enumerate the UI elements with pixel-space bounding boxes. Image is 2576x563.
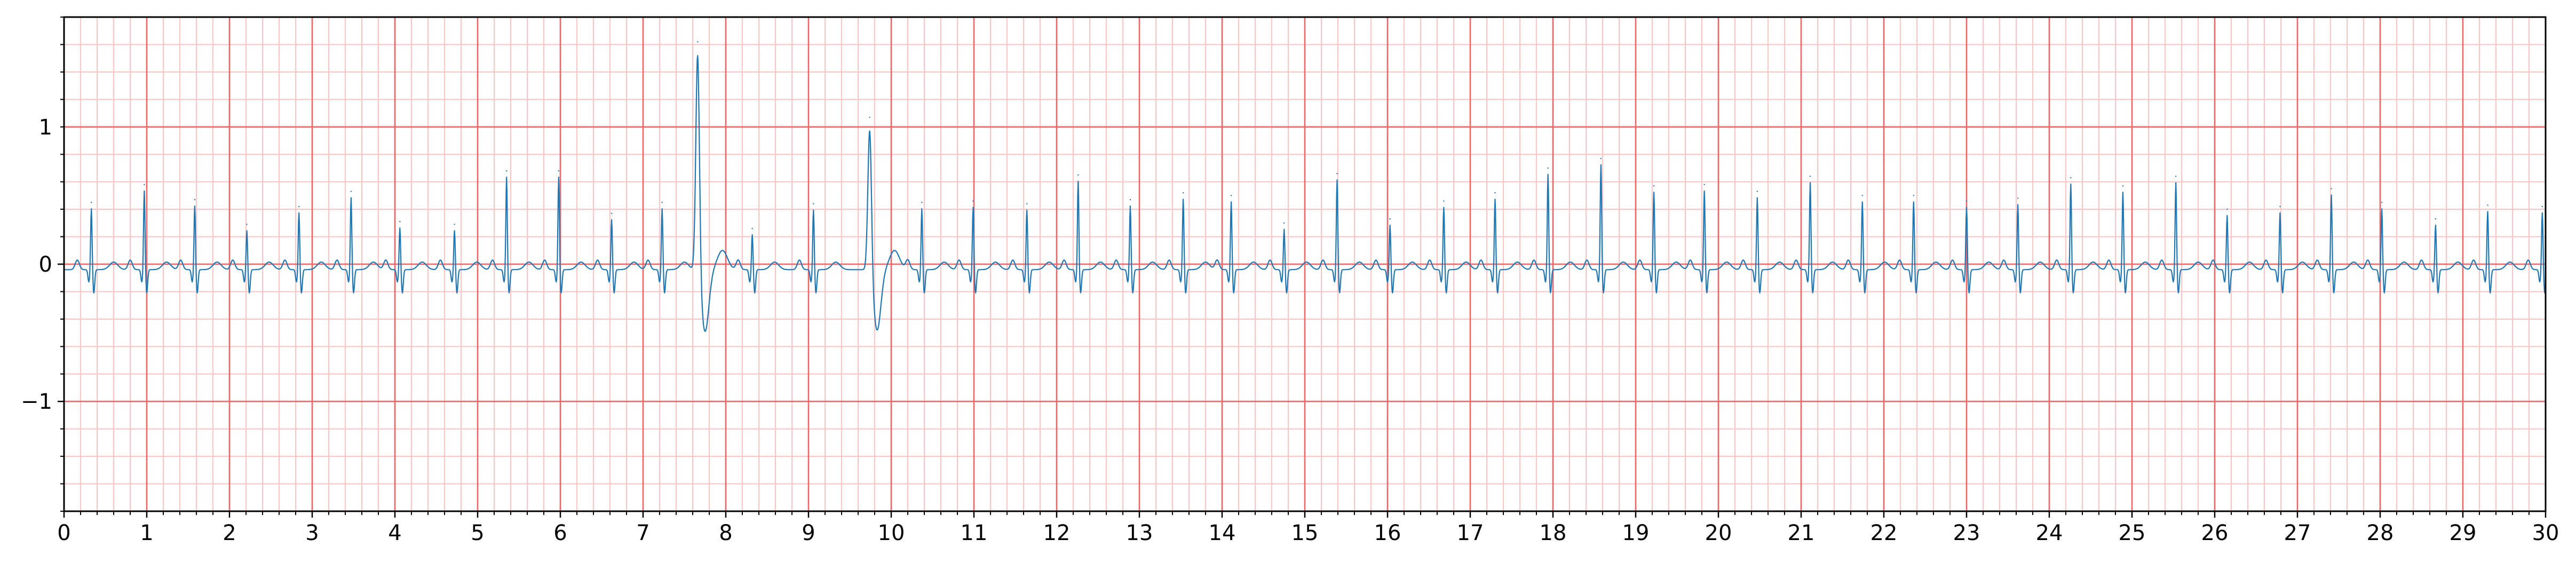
x-tick-label: 2 <box>223 521 236 545</box>
r-peak-point <box>194 199 196 201</box>
x-tick-label: 15 <box>1291 521 1319 545</box>
major-grid <box>63 17 2547 511</box>
x-axis: 0 1 2 3 4 5 6 7 8 9 10 11 12 13 14 15 16 17 18 19 20 21 22 23 24… <box>57 511 2559 545</box>
r-peak-point <box>1494 192 1496 194</box>
r-peak-point <box>454 224 455 225</box>
r-peak-point <box>2381 202 2383 203</box>
r-peak-point <box>2070 177 2072 179</box>
r-peak-point <box>2331 188 2332 189</box>
x-tick-label: 20 <box>1705 521 1732 545</box>
r-peak-point <box>2541 205 2543 208</box>
r-peak-point <box>350 191 352 192</box>
r-peak-point <box>1283 222 1285 224</box>
r-peak-point <box>1809 176 1811 177</box>
r-peak-point <box>1600 157 1602 160</box>
x-tick-label: 10 <box>878 521 905 545</box>
y-tick-label: 1 <box>39 115 52 140</box>
r-peak-point <box>2017 197 2019 199</box>
r-peak-point <box>661 202 663 203</box>
r-peak-point <box>1389 218 1391 220</box>
r-peak-point <box>1547 167 1549 169</box>
r-peak-point <box>1230 195 1232 196</box>
x-tick-label: 9 <box>802 521 815 545</box>
x-tick-label: 14 <box>1209 521 1236 545</box>
r-peak-point <box>399 221 401 223</box>
x-tick-label: 30 <box>2532 521 2559 545</box>
x-tick-label: 11 <box>961 521 988 545</box>
r-peak-point <box>921 202 923 203</box>
x-tick-label: 18 <box>1540 521 1567 545</box>
x-tick-label: 26 <box>2201 521 2229 545</box>
x-tick-label: 23 <box>1953 521 1980 545</box>
r-peak-point <box>1653 185 1655 187</box>
r-peak-point <box>1077 174 1079 176</box>
r-peak-point <box>1703 184 1705 186</box>
x-tick-label: 13 <box>1126 521 1153 545</box>
x-tick-label: 0 <box>57 521 70 545</box>
r-peak-point <box>2487 204 2488 206</box>
r-peak-point <box>611 212 613 215</box>
r-peak-point <box>2226 208 2228 210</box>
r-peak-point <box>2435 218 2437 220</box>
x-tick-label: 16 <box>1374 521 1401 545</box>
r-peak-point <box>246 224 248 225</box>
x-tick-label: 21 <box>1788 521 1815 545</box>
r-peak-point <box>697 41 699 43</box>
x-tick-label: 6 <box>553 521 567 545</box>
x-tick-label: 28 <box>2367 521 2394 545</box>
x-tick-label: 1 <box>140 521 153 545</box>
r-peak-point <box>813 203 814 205</box>
r-peak-point <box>506 170 508 172</box>
r-peak-point <box>869 116 870 118</box>
x-tick-label: 25 <box>2119 521 2146 545</box>
x-tick-label: 3 <box>305 521 319 545</box>
y-tick-label: 0 <box>39 252 52 277</box>
x-tick-label: 5 <box>471 521 484 545</box>
r-peak-point <box>1913 195 1914 196</box>
x-tick-label: 8 <box>719 521 732 545</box>
r-peak-point <box>1129 199 1131 201</box>
r-peak-point <box>1182 192 1184 194</box>
x-tick-label: 29 <box>2450 521 2477 545</box>
x-tick-label: 19 <box>1622 521 1650 545</box>
x-tick-label: 7 <box>636 521 649 545</box>
r-peak-point <box>751 227 753 229</box>
r-peak-point <box>90 202 92 203</box>
r-peak-point <box>972 200 974 202</box>
ecg-trace-line <box>64 55 2547 332</box>
r-peak-point <box>144 184 145 186</box>
x-tick-label: 17 <box>1457 521 1484 545</box>
x-tick-label: 4 <box>388 521 401 545</box>
y-axis: 1 0 −1 <box>21 17 64 512</box>
r-peak-point <box>298 205 300 208</box>
r-peak-point <box>1026 203 1028 205</box>
x-tick-label: 12 <box>1043 521 1071 545</box>
r-peak-point <box>2122 185 2124 187</box>
r-peak-point <box>1965 200 1968 202</box>
x-tick-label: 24 <box>2036 521 2063 545</box>
r-peak-point <box>1336 173 1338 175</box>
r-peak-point <box>1756 191 1758 192</box>
y-tick-label: −1 <box>21 390 52 414</box>
r-peak-point <box>2175 176 2177 177</box>
r-peak-point <box>1443 200 1445 202</box>
r-peak-point <box>1861 195 1863 196</box>
r-peak-point <box>2279 205 2281 208</box>
r-peak-point <box>558 170 560 172</box>
ecg-series <box>64 41 2547 332</box>
x-tick-label: 22 <box>1870 521 1898 545</box>
x-tick-label: 27 <box>2284 521 2311 545</box>
